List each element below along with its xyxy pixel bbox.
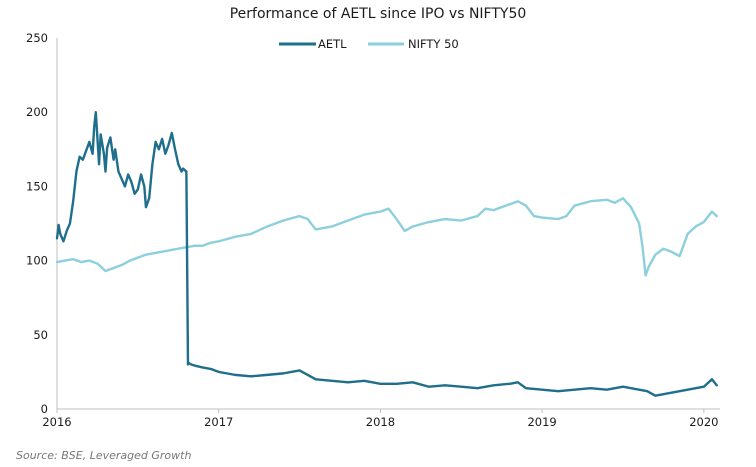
legend-label-aetl: AETL bbox=[318, 37, 347, 51]
y-tick-labels: 0 50 100 150 200 250 bbox=[26, 31, 48, 416]
x-tick-label: 2018 bbox=[366, 415, 395, 429]
x-tick-labels: 2016 2017 2018 2019 2020 bbox=[42, 409, 718, 429]
y-tick-label: 150 bbox=[26, 179, 48, 193]
series-layer bbox=[55, 111, 718, 397]
chart-title: Performance of AETL since IPO vs NIFTY50 bbox=[230, 6, 527, 22]
y-tick-label: 200 bbox=[26, 105, 48, 119]
y-tick-label: 50 bbox=[33, 328, 48, 342]
legend: AETL NIFTY 50 bbox=[279, 37, 459, 51]
series-line-aetl bbox=[55, 111, 718, 397]
y-tick-label: 100 bbox=[26, 254, 48, 268]
x-tick-label: 2016 bbox=[42, 415, 71, 429]
legend-label-nifty: NIFTY 50 bbox=[408, 37, 459, 51]
y-tick-label: 250 bbox=[26, 31, 48, 45]
source-note: Source: BSE, Leveraged Growth bbox=[16, 449, 192, 462]
x-tick-label: 2020 bbox=[689, 415, 718, 429]
y-tick-label: 0 bbox=[41, 402, 48, 416]
x-tick-label: 2017 bbox=[204, 415, 233, 429]
series-line-nifty-50 bbox=[55, 197, 718, 277]
x-tick-label: 2019 bbox=[527, 415, 556, 429]
